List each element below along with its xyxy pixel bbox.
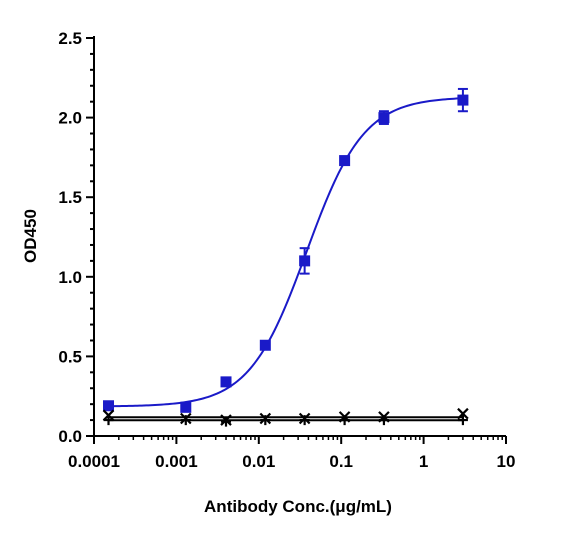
fit-curves	[108, 97, 463, 422]
y-tick-label: 1.0	[58, 268, 82, 287]
series-2-point	[457, 407, 469, 420]
tick-labels: 0.0 0.5 1.0 1.5 2.0 2.5 0.0001 0.001 0.01 0.1 1 10	[58, 29, 515, 471]
series-1-point	[220, 376, 232, 388]
y-axis-title: OD450	[21, 209, 40, 263]
series-3-point	[103, 415, 114, 426]
series-3-point	[299, 415, 310, 426]
axes	[86, 36, 507, 444]
x-axis-title: Antibody Conc.(μg/mL)	[204, 497, 392, 516]
series-3-point	[457, 415, 468, 426]
y-tick-label: 1.5	[58, 188, 82, 207]
y-tick-label: 0.5	[58, 347, 82, 366]
series-3-point	[339, 415, 350, 426]
series-1-point	[378, 112, 390, 124]
series-3-point	[378, 415, 389, 426]
y-tick-label: 0.0	[58, 427, 82, 446]
series-1-point	[259, 339, 271, 351]
series-1-point	[103, 400, 115, 412]
series-3-point	[221, 416, 232, 427]
series-1-point	[299, 255, 311, 267]
series-1-point	[180, 401, 192, 413]
series-1-fit-curve	[108, 97, 463, 408]
series-1-point	[339, 155, 351, 167]
series-3-point	[260, 415, 271, 426]
x-tick-label: 0.1	[329, 452, 353, 471]
y-tick-label: 2.0	[58, 109, 82, 128]
data-marks	[102, 87, 469, 427]
x-tick-label: 0.001	[155, 452, 198, 471]
x-tick-label: 10	[497, 452, 516, 471]
series-1-point	[457, 94, 469, 106]
y-tick-label: 2.5	[58, 29, 82, 48]
x-tick-label: 0.0001	[68, 452, 120, 471]
series-3-point	[180, 415, 191, 426]
x-tick-label: 0.01	[242, 452, 275, 471]
x-tick-label: 1	[419, 452, 428, 471]
